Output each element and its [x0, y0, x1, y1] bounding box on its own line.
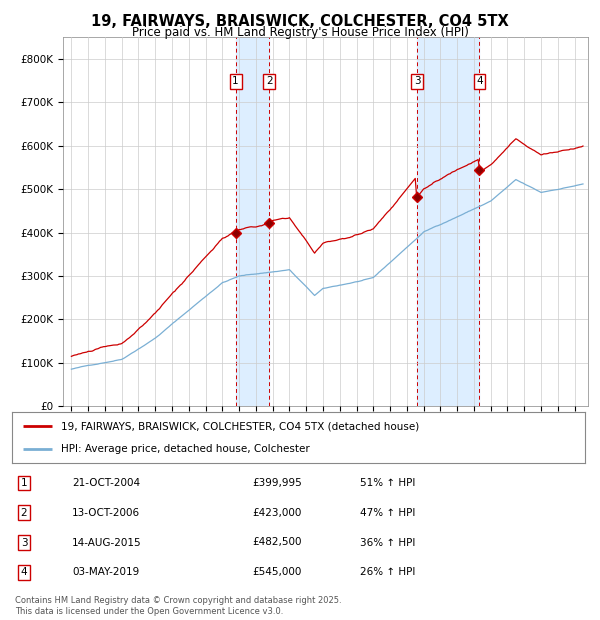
Text: 3: 3	[20, 538, 28, 547]
Text: 4: 4	[476, 76, 483, 86]
Text: £399,995: £399,995	[252, 478, 302, 488]
Text: 26% ↑ HPI: 26% ↑ HPI	[360, 567, 415, 577]
Text: 2: 2	[266, 76, 272, 86]
Text: 3: 3	[414, 76, 421, 86]
Text: 19, FAIRWAYS, BRAISWICK, COLCHESTER, CO4 5TX: 19, FAIRWAYS, BRAISWICK, COLCHESTER, CO4…	[91, 14, 509, 29]
Text: Price paid vs. HM Land Registry's House Price Index (HPI): Price paid vs. HM Land Registry's House …	[131, 26, 469, 39]
Text: Contains HM Land Registry data © Crown copyright and database right 2025.
This d: Contains HM Land Registry data © Crown c…	[15, 596, 341, 616]
Text: 21-OCT-2004: 21-OCT-2004	[72, 478, 140, 488]
Text: 1: 1	[232, 76, 239, 86]
Text: £482,500: £482,500	[252, 538, 302, 547]
Text: 51% ↑ HPI: 51% ↑ HPI	[360, 478, 415, 488]
Text: HPI: Average price, detached house, Colchester: HPI: Average price, detached house, Colc…	[61, 445, 310, 454]
Text: 47% ↑ HPI: 47% ↑ HPI	[360, 508, 415, 518]
Text: 03-MAY-2019: 03-MAY-2019	[72, 567, 139, 577]
Text: 13-OCT-2006: 13-OCT-2006	[72, 508, 140, 518]
Text: 14-AUG-2015: 14-AUG-2015	[72, 538, 142, 547]
Text: 36% ↑ HPI: 36% ↑ HPI	[360, 538, 415, 547]
Text: 1: 1	[20, 478, 28, 488]
Bar	[236, 37, 269, 406]
Text: £545,000: £545,000	[252, 567, 301, 577]
Text: 19, FAIRWAYS, BRAISWICK, COLCHESTER, CO4 5TX (detached house): 19, FAIRWAYS, BRAISWICK, COLCHESTER, CO4…	[61, 421, 419, 431]
Bar	[417, 37, 479, 406]
Text: £423,000: £423,000	[252, 508, 301, 518]
Text: 2: 2	[20, 508, 28, 518]
Text: 4: 4	[20, 567, 28, 577]
